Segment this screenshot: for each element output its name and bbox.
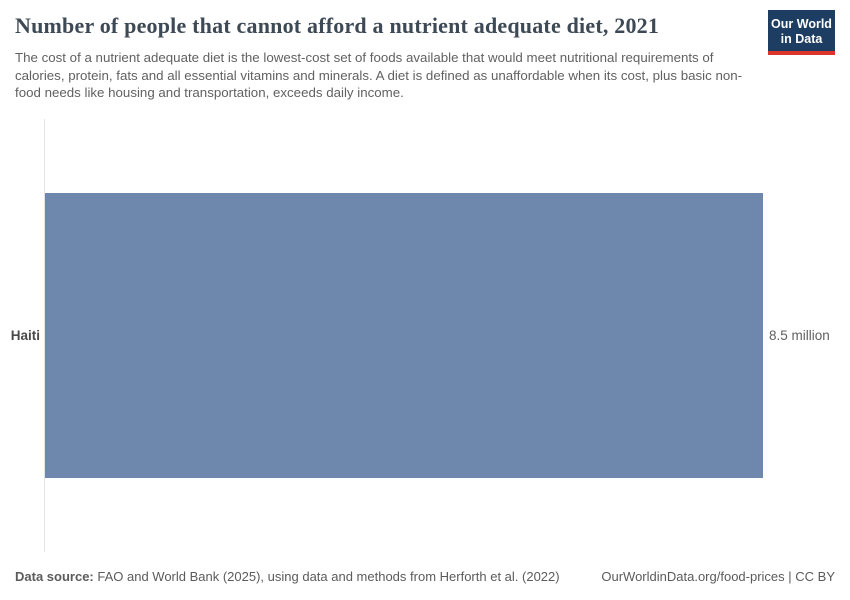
data-source: Data source: FAO and World Bank (2025), … bbox=[15, 569, 560, 584]
value-label-haiti: 8.5 million bbox=[769, 328, 830, 343]
data-source-text: FAO and World Bank (2025), using data an… bbox=[93, 569, 560, 584]
owid-logo-line1: Our World bbox=[771, 17, 832, 31]
data-source-label: Data source: bbox=[15, 569, 94, 584]
owid-logo[interactable]: Our World in Data bbox=[768, 10, 835, 55]
owid-logo-line2: in Data bbox=[780, 31, 823, 46]
bar-haiti[interactable] bbox=[45, 193, 763, 478]
entity-axis-line bbox=[44, 119, 45, 552]
category-label-haiti: Haiti bbox=[10, 328, 40, 343]
page-title: Number of people that cannot afford a nu… bbox=[15, 13, 660, 38]
chart-subtitle: The cost of a nutrient adequate diet is … bbox=[15, 50, 743, 100]
footer-license-link[interactable]: OurWorldinData.org/food-prices | CC BY bbox=[601, 569, 835, 584]
